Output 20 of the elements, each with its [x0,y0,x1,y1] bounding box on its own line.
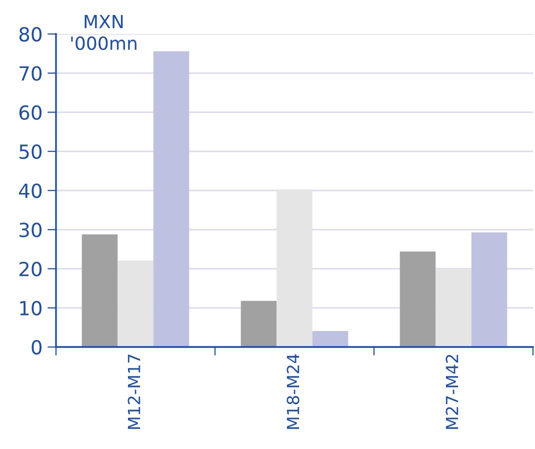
y-tick-label: 30 [20,222,42,238]
bar [312,330,348,347]
y-tick-label: 0 [32,340,42,355]
x-tick-label: M27-M42 [446,354,458,429]
y-tick-label: 80 [19,26,42,42]
bar [400,252,436,347]
bar [240,300,277,347]
y-tick-label: 70 [20,66,42,81]
bar [82,234,118,347]
y-tick-label: 10 [20,300,42,316]
y-tick-label: 40 [19,183,42,198]
y-tick-label: 20 [19,262,42,276]
x-tick-label: M18-M24 [286,354,300,429]
y-tick-label: 50 [20,144,42,160]
x-tick-label: M12-M17 [128,354,140,429]
bar [471,232,508,347]
y-tick-label: 60 [19,105,42,120]
y-axis-title: MXN '000mn [71,15,136,50]
bar [118,260,154,347]
bar [153,51,190,347]
